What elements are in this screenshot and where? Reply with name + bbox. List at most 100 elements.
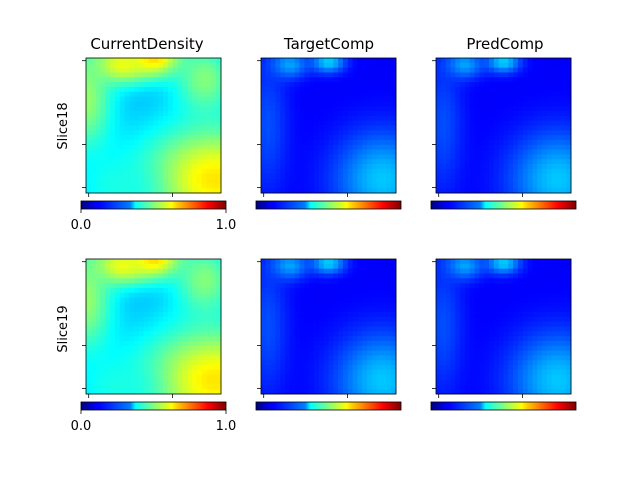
heatmap-cell — [489, 164, 495, 170]
heatmap-cell — [294, 144, 300, 151]
heatmap-cell — [460, 178, 466, 184]
heatmap-cell — [376, 297, 382, 303]
heatmap-cell — [318, 389, 325, 395]
heatmap-cell — [556, 384, 562, 390]
heatmap-cell — [211, 389, 217, 395]
heatmap-cell — [143, 312, 150, 318]
heatmap-cell — [216, 62, 222, 69]
heatmap-cell — [163, 58, 169, 64]
heatmap-cell — [546, 86, 553, 93]
heatmap-cell — [376, 62, 382, 69]
heatmap-cell — [90, 297, 97, 303]
heatmap-cell — [261, 273, 267, 279]
heatmap-cell — [352, 144, 358, 151]
heatmap-cell — [474, 307, 480, 313]
heatmap-cell — [172, 58, 179, 64]
heatmap-cell — [158, 164, 164, 170]
heatmap-cell — [275, 331, 281, 337]
heatmap-cell — [196, 173, 203, 179]
heatmap-cell — [532, 144, 538, 151]
heatmap-cell — [211, 62, 217, 69]
heatmap-cell — [508, 360, 514, 366]
heatmap-cell — [299, 307, 305, 313]
heatmap-cell — [450, 173, 456, 179]
heatmap-cell — [479, 168, 485, 175]
heatmap-cell — [498, 268, 504, 274]
heatmap-cell — [338, 91, 344, 97]
heatmap-cell — [148, 91, 154, 97]
heatmap-cell — [158, 278, 164, 284]
heatmap-cell — [270, 273, 276, 279]
heatmap-cell — [469, 164, 475, 170]
heatmap-cell — [167, 82, 174, 88]
heatmap-cell — [90, 374, 97, 380]
heatmap-cell — [498, 130, 504, 136]
heatmap-cell — [537, 297, 543, 303]
heatmap-cell — [391, 365, 397, 371]
heatmap-cell — [119, 82, 125, 88]
heatmap-cell — [450, 58, 456, 64]
heatmap-cell — [95, 263, 101, 270]
heatmap-cell — [172, 82, 179, 88]
heatmap-cell — [172, 326, 179, 332]
heatmap-cell — [498, 91, 504, 97]
heatmap-cell — [498, 389, 504, 395]
heatmap-cell — [328, 125, 334, 131]
heatmap-cell — [367, 62, 373, 69]
heatmap-cell — [177, 345, 183, 352]
heatmap-cell — [196, 292, 203, 298]
heatmap-cell — [328, 263, 334, 270]
heatmap-cell — [455, 331, 461, 337]
heatmap-cell — [196, 268, 203, 274]
heatmap-cell — [314, 336, 320, 342]
heatmap-cell — [216, 77, 222, 83]
heatmap-cell — [105, 273, 111, 279]
heatmap-cell — [304, 135, 310, 141]
heatmap-cell — [527, 268, 533, 274]
heatmap-cell — [522, 154, 529, 160]
heatmap-cell — [517, 312, 524, 318]
heatmap-cell — [100, 125, 106, 131]
heatmap-cell — [172, 139, 179, 146]
heatmap-cell — [265, 154, 272, 160]
heatmap-cell — [265, 178, 272, 184]
heatmap-cell — [493, 130, 500, 136]
heatmap-cell — [328, 283, 334, 289]
heatmap-cell — [134, 149, 140, 155]
axes-frame — [260, 57, 397, 194]
heatmap-cell — [464, 144, 471, 151]
heatmap-cell — [357, 149, 363, 155]
heatmap-cell — [381, 312, 387, 318]
heatmap-cell — [498, 58, 504, 64]
heatmap-cell — [460, 292, 466, 298]
heatmap-cell — [561, 159, 567, 165]
heatmap-cell — [556, 173, 562, 179]
heatmap-cell — [333, 178, 339, 184]
heatmap-cell — [362, 135, 368, 141]
heatmap-cell — [148, 62, 154, 69]
heatmap-cell — [270, 135, 276, 141]
heatmap-cell — [498, 369, 504, 376]
heatmap-cell — [328, 350, 334, 356]
heatmap-cell — [436, 321, 442, 327]
heatmap-cell — [134, 365, 140, 371]
heatmap-cell — [289, 374, 296, 380]
heatmap-cell — [517, 188, 524, 194]
heatmap-cell — [177, 263, 183, 270]
heatmap-cell — [105, 259, 111, 265]
heatmap-cell — [192, 374, 198, 380]
heatmap-cell — [148, 149, 154, 155]
heatmap-cell — [371, 154, 378, 160]
heatmap-cell — [503, 62, 509, 69]
heatmap-cell — [261, 149, 267, 155]
heatmap-cell — [561, 82, 567, 88]
heatmap-cell — [347, 263, 354, 270]
heatmap-cell — [100, 259, 106, 265]
heatmap-cell — [134, 259, 140, 265]
heatmap-cell — [391, 273, 397, 279]
heatmap-cell — [86, 307, 92, 313]
heatmap-cell — [143, 149, 150, 155]
heatmap-cell — [167, 263, 174, 270]
heatmap-cell — [489, 350, 495, 356]
heatmap-cell — [148, 384, 154, 390]
